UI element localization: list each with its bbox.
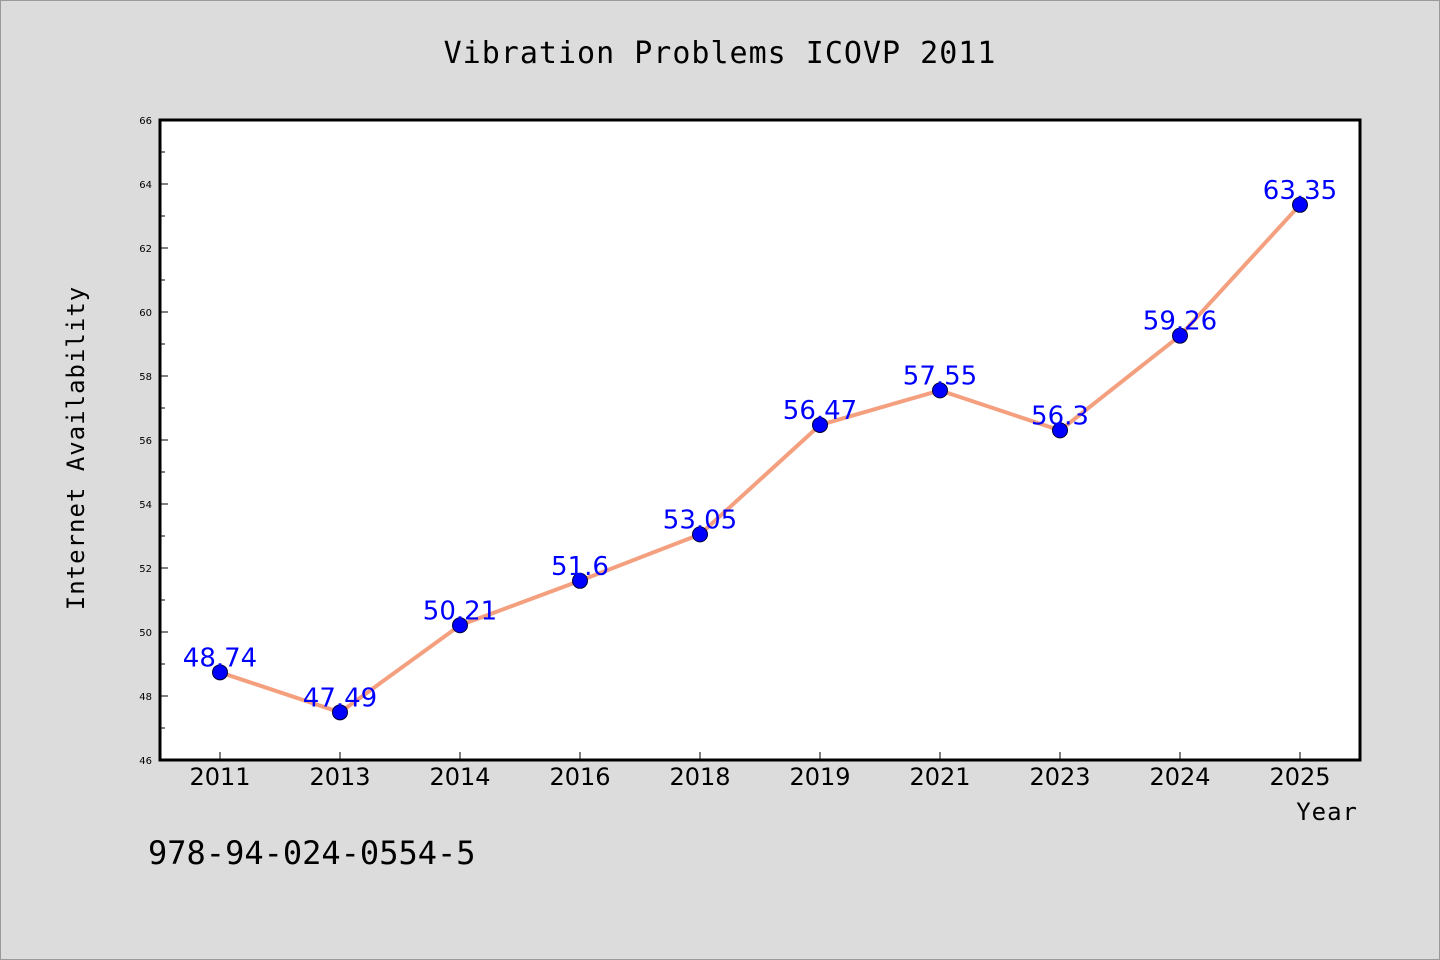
x-tick-label: 2013 [309, 763, 370, 791]
series-line [219, 203, 1302, 715]
x-tick-label: 2023 [1029, 763, 1090, 791]
data-point [1292, 196, 1308, 213]
y-tick-label: 66 [139, 116, 152, 127]
data-label: 57.55 [903, 361, 977, 391]
y-tick-label: 54 [139, 500, 152, 511]
y-tick-label: 56 [139, 436, 152, 447]
chart-title: Vibration Problems ICOVP 2011 [444, 36, 997, 71]
y-tick-label: 48 [139, 692, 152, 703]
plot-border [158, 118, 1362, 762]
data-point [1052, 422, 1068, 439]
data-label: 48.74 [183, 643, 257, 673]
data-point [812, 416, 828, 433]
x-tick-label: 2018 [669, 763, 730, 791]
x-tick-label: 2011 [189, 763, 250, 791]
y-tick-label: 62 [139, 244, 152, 255]
y-tick-label: 46 [139, 756, 152, 767]
data-point [212, 664, 228, 681]
x-tick-label: 2016 [549, 763, 610, 791]
data-label: 50.21 [423, 596, 497, 626]
x-tick-label: 2019 [789, 763, 850, 791]
data-point [452, 617, 468, 634]
data-point [332, 704, 348, 721]
y-axis-title: Internet Availability [62, 286, 90, 610]
y-axis: 46 48 50 52 54 56 58 60 62 64 66 [139, 116, 168, 767]
y-tick-label: 60 [139, 308, 152, 319]
x-tick-label: 2025 [1269, 763, 1330, 791]
data-label: 53.05 [663, 505, 737, 535]
data-point [932, 382, 948, 399]
data-label: 56.3 [1031, 401, 1089, 431]
data-label: 47.49 [303, 683, 377, 713]
x-tick-label: 2021 [909, 763, 970, 791]
x-axis: 2011 2013 2014 2016 2018 2019 2021 2023 2024 2025 [189, 752, 1331, 791]
plot-area [160, 120, 1360, 760]
footer-text: 978-94-024-0554-5 [148, 834, 476, 872]
data-series: 48.74 47.49 50.21 51.6 53.05 56.47 57.55 56.3 59… [183, 176, 1337, 721]
data-label: 59.26 [1143, 307, 1217, 337]
data-label: 56.47 [783, 396, 857, 426]
x-tick-label: 2014 [429, 763, 490, 791]
y-tick-label: 58 [139, 372, 152, 383]
data-point [572, 572, 588, 589]
data-point [1172, 327, 1188, 344]
x-tick-label: 2024 [1149, 763, 1210, 791]
x-axis-title: Year [1296, 798, 1358, 826]
data-label: 51.6 [551, 552, 609, 582]
y-tick-label: 52 [139, 564, 152, 575]
data-point [692, 526, 708, 543]
y-tick-label: 50 [139, 628, 152, 639]
data-label: 63.35 [1263, 176, 1337, 206]
y-tick-label: 64 [139, 180, 152, 191]
